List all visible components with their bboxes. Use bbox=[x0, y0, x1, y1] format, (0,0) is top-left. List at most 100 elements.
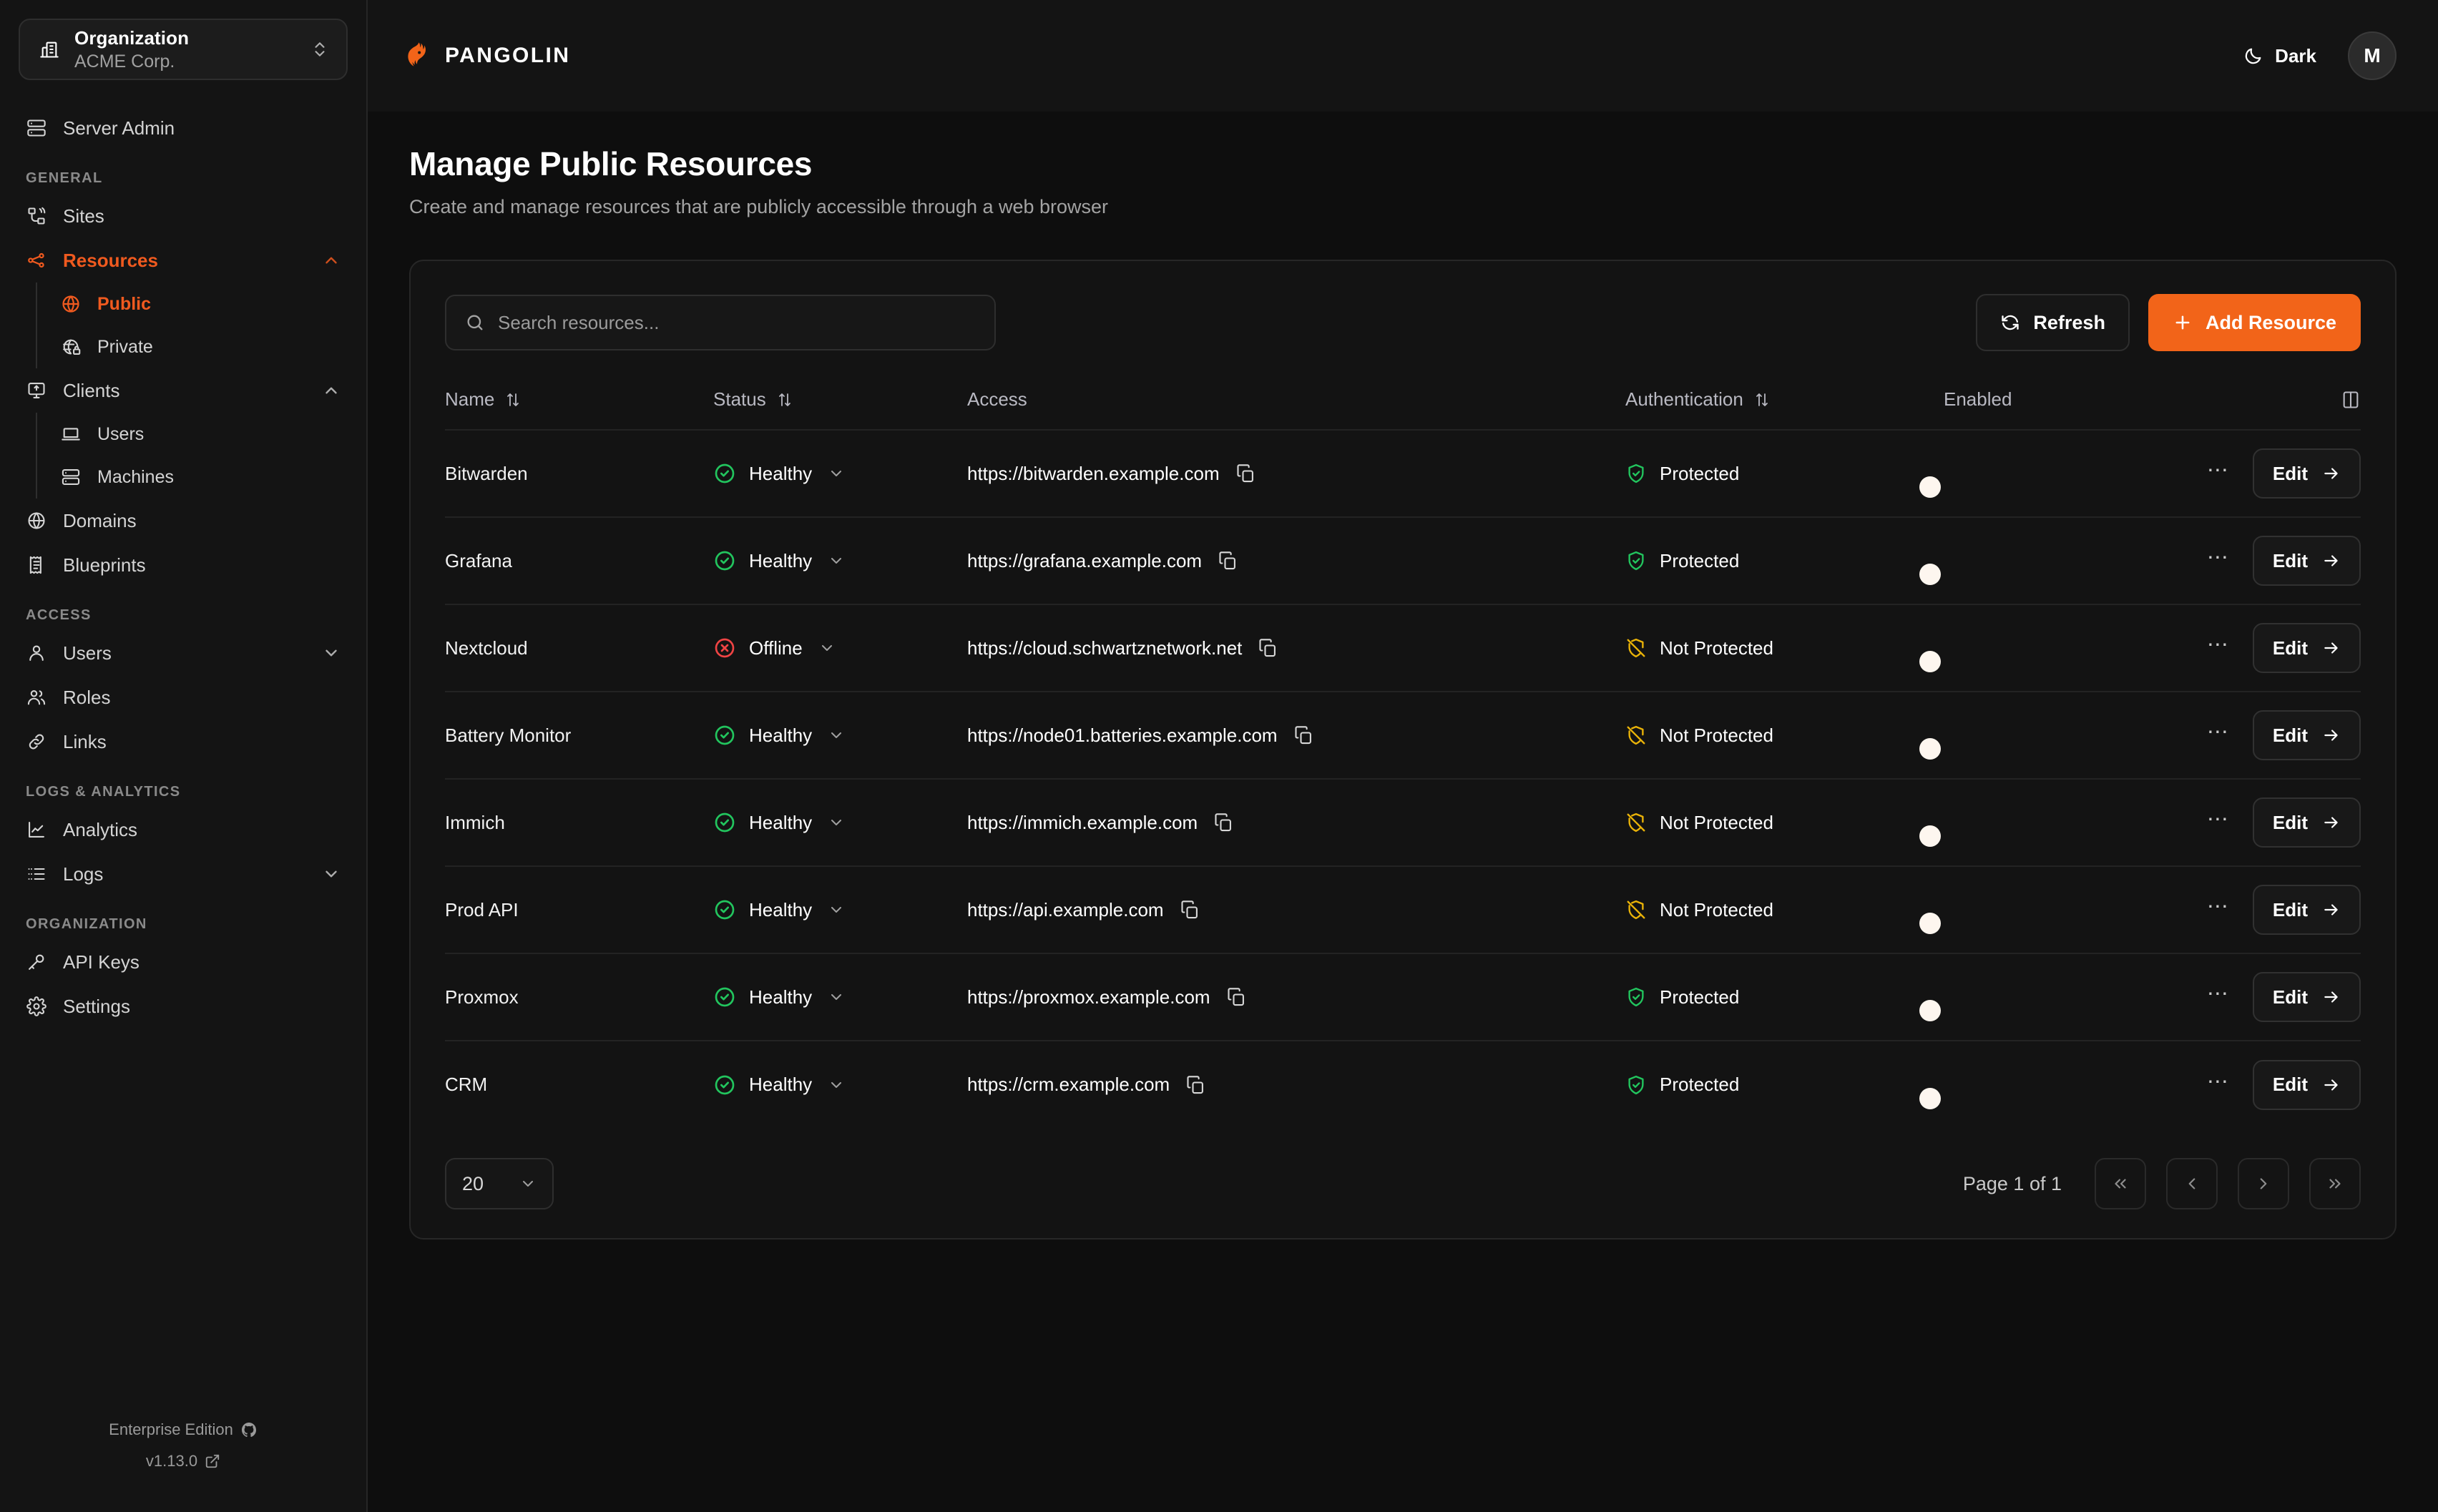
sidebar-item-client-users[interactable]: Users bbox=[53, 413, 348, 456]
row-menu-button[interactable]: ⋯ bbox=[2206, 546, 2230, 569]
sidebar-item-api-keys[interactable]: API Keys bbox=[19, 940, 348, 984]
copy-icon[interactable] bbox=[1258, 638, 1278, 658]
github-icon[interactable] bbox=[240, 1421, 258, 1438]
org-switcher[interactable]: Organization ACME Corp. bbox=[19, 19, 348, 80]
next-page-button[interactable] bbox=[2238, 1158, 2289, 1209]
chevron-up-icon[interactable] bbox=[322, 381, 341, 400]
status-badge[interactable]: Healthy bbox=[713, 898, 967, 921]
table-row[interactable]: Prod API Healthy https://api.example.com… bbox=[445, 865, 2361, 953]
status-badge[interactable]: Offline bbox=[713, 637, 967, 659]
chevron-down-icon[interactable] bbox=[816, 639, 836, 657]
row-menu-button[interactable]: ⋯ bbox=[2206, 720, 2230, 744]
column-header-status[interactable]: Status bbox=[713, 375, 967, 430]
status-badge[interactable]: Healthy bbox=[713, 549, 967, 572]
chevron-down-icon[interactable] bbox=[825, 988, 845, 1006]
row-menu-button[interactable]: ⋯ bbox=[2206, 633, 2230, 657]
edit-button[interactable]: Edit bbox=[2252, 623, 2361, 673]
status-badge[interactable]: Healthy bbox=[713, 462, 967, 485]
status-badge[interactable]: Healthy bbox=[713, 811, 967, 834]
chevron-down-icon[interactable] bbox=[825, 1076, 845, 1094]
resource-url[interactable]: https://proxmox.example.com bbox=[967, 986, 1210, 1008]
external-link-icon[interactable] bbox=[205, 1453, 220, 1469]
status-badge[interactable]: Healthy bbox=[713, 724, 967, 747]
sidebar-item-analytics[interactable]: Analytics bbox=[19, 807, 348, 852]
row-menu-button[interactable]: ⋯ bbox=[2206, 807, 2230, 831]
sidebar-item-resources[interactable]: Resources bbox=[19, 238, 348, 283]
column-header-authentication[interactable]: Authentication bbox=[1625, 375, 1944, 430]
table-row[interactable]: Proxmox Healthy https://proxmox.example.… bbox=[445, 953, 2361, 1041]
resource-url[interactable]: https://immich.example.com bbox=[967, 811, 1198, 833]
version-line[interactable]: v1.13.0 bbox=[19, 1452, 348, 1471]
table-row[interactable]: Nextcloud Offline https://cloud.schwartz… bbox=[445, 604, 2361, 692]
sidebar-item-server-admin[interactable]: Server Admin bbox=[19, 106, 348, 150]
sidebar-item-domains[interactable]: Domains bbox=[19, 499, 348, 543]
resource-url[interactable]: https://api.example.com bbox=[967, 898, 1164, 921]
table-row[interactable]: Bitwarden Healthy https://bitwarden.exam… bbox=[445, 429, 2361, 517]
chevron-down-icon[interactable] bbox=[322, 644, 341, 662]
resource-url[interactable]: https://bitwarden.example.com bbox=[967, 462, 1220, 484]
table-row[interactable]: Battery Monitor Healthy https://node01.b… bbox=[445, 691, 2361, 779]
edit-button[interactable]: Edit bbox=[2252, 885, 2361, 935]
sidebar-item-users[interactable]: Users bbox=[19, 631, 348, 675]
row-menu-button[interactable]: ⋯ bbox=[2206, 458, 2230, 482]
edit-button[interactable]: Edit bbox=[2252, 972, 2361, 1022]
copy-icon[interactable] bbox=[1226, 987, 1246, 1007]
sidebar-item-roles[interactable]: Roles bbox=[19, 675, 348, 720]
search-box[interactable] bbox=[445, 295, 996, 350]
resource-url[interactable]: https://crm.example.com bbox=[967, 1074, 1170, 1095]
sort-icon[interactable] bbox=[1753, 391, 1771, 408]
sidebar-item-blueprints[interactable]: Blueprints bbox=[19, 543, 348, 587]
copy-icon[interactable] bbox=[1235, 463, 1255, 483]
add-resource-button[interactable]: Add Resource bbox=[2148, 294, 2361, 351]
copy-icon[interactable] bbox=[1213, 813, 1233, 833]
chevron-down-icon[interactable] bbox=[825, 814, 845, 831]
sidebar-item-logs[interactable]: Logs bbox=[19, 852, 348, 896]
last-page-button[interactable] bbox=[2309, 1158, 2361, 1209]
sort-icon[interactable] bbox=[504, 391, 522, 408]
edit-button[interactable]: Edit bbox=[2252, 448, 2361, 499]
sidebar-item-sites[interactable]: Sites bbox=[19, 194, 348, 238]
row-menu-button[interactable]: ⋯ bbox=[2206, 1069, 2230, 1094]
chevron-down-icon[interactable] bbox=[825, 901, 845, 918]
sidebar-item-clients[interactable]: Clients bbox=[19, 368, 348, 413]
chevron-down-icon[interactable] bbox=[825, 465, 845, 482]
chevron-up-icon[interactable] bbox=[322, 251, 341, 270]
row-menu-button[interactable]: ⋯ bbox=[2206, 982, 2230, 1006]
chevron-down-icon[interactable] bbox=[322, 865, 341, 883]
sort-icon[interactable] bbox=[776, 391, 793, 408]
edit-button[interactable]: Edit bbox=[2252, 536, 2361, 586]
refresh-button[interactable]: Refresh bbox=[1976, 294, 2130, 351]
sidebar-item-private[interactable]: Private bbox=[53, 325, 348, 368]
first-page-button[interactable] bbox=[2095, 1158, 2146, 1209]
previous-page-button[interactable] bbox=[2166, 1158, 2218, 1209]
table-row[interactable]: Immich Healthy https://immich.example.co… bbox=[445, 778, 2361, 866]
table-row[interactable]: Grafana Healthy https://grafana.example.… bbox=[445, 516, 2361, 604]
copy-icon[interactable] bbox=[1218, 551, 1238, 571]
search-input[interactable] bbox=[498, 311, 976, 334]
resource-url[interactable]: https://node01.batteries.example.com bbox=[967, 724, 1278, 746]
edit-button[interactable]: Edit bbox=[2252, 797, 2361, 848]
theme-toggle[interactable]: Dark bbox=[2243, 45, 2316, 67]
sidebar-item-links[interactable]: Links bbox=[19, 720, 348, 764]
copy-icon[interactable] bbox=[1185, 1075, 1205, 1095]
table-row[interactable]: CRM Healthy https://crm.example.com Prot… bbox=[445, 1040, 2361, 1128]
columns-icon[interactable] bbox=[2341, 390, 2361, 410]
status-badge[interactable]: Healthy bbox=[713, 986, 967, 1008]
copy-icon[interactable] bbox=[1293, 725, 1313, 745]
column-header-name[interactable]: Name bbox=[445, 375, 713, 430]
sidebar-item-public[interactable]: Public bbox=[53, 283, 348, 325]
resource-url[interactable]: https://grafana.example.com bbox=[967, 549, 1203, 571]
chevron-down-icon[interactable] bbox=[825, 727, 845, 744]
chevron-down-icon[interactable] bbox=[825, 552, 845, 569]
edit-button[interactable]: Edit bbox=[2252, 1059, 2361, 1110]
avatar[interactable]: M bbox=[2348, 31, 2397, 80]
brand[interactable]: PANGOLIN bbox=[402, 39, 570, 72]
copy-icon[interactable] bbox=[1180, 900, 1200, 920]
edition-line[interactable]: Enterprise Edition bbox=[19, 1420, 348, 1439]
page-size-select[interactable]: 20 bbox=[445, 1158, 554, 1209]
row-menu-button[interactable]: ⋯ bbox=[2206, 895, 2230, 918]
sidebar-item-machines[interactable]: Machines bbox=[53, 456, 348, 499]
sidebar-item-settings[interactable]: Settings bbox=[19, 984, 348, 1029]
edit-button[interactable]: Edit bbox=[2252, 710, 2361, 760]
resource-url[interactable]: https://cloud.schwartznetwork.net bbox=[967, 637, 1243, 659]
